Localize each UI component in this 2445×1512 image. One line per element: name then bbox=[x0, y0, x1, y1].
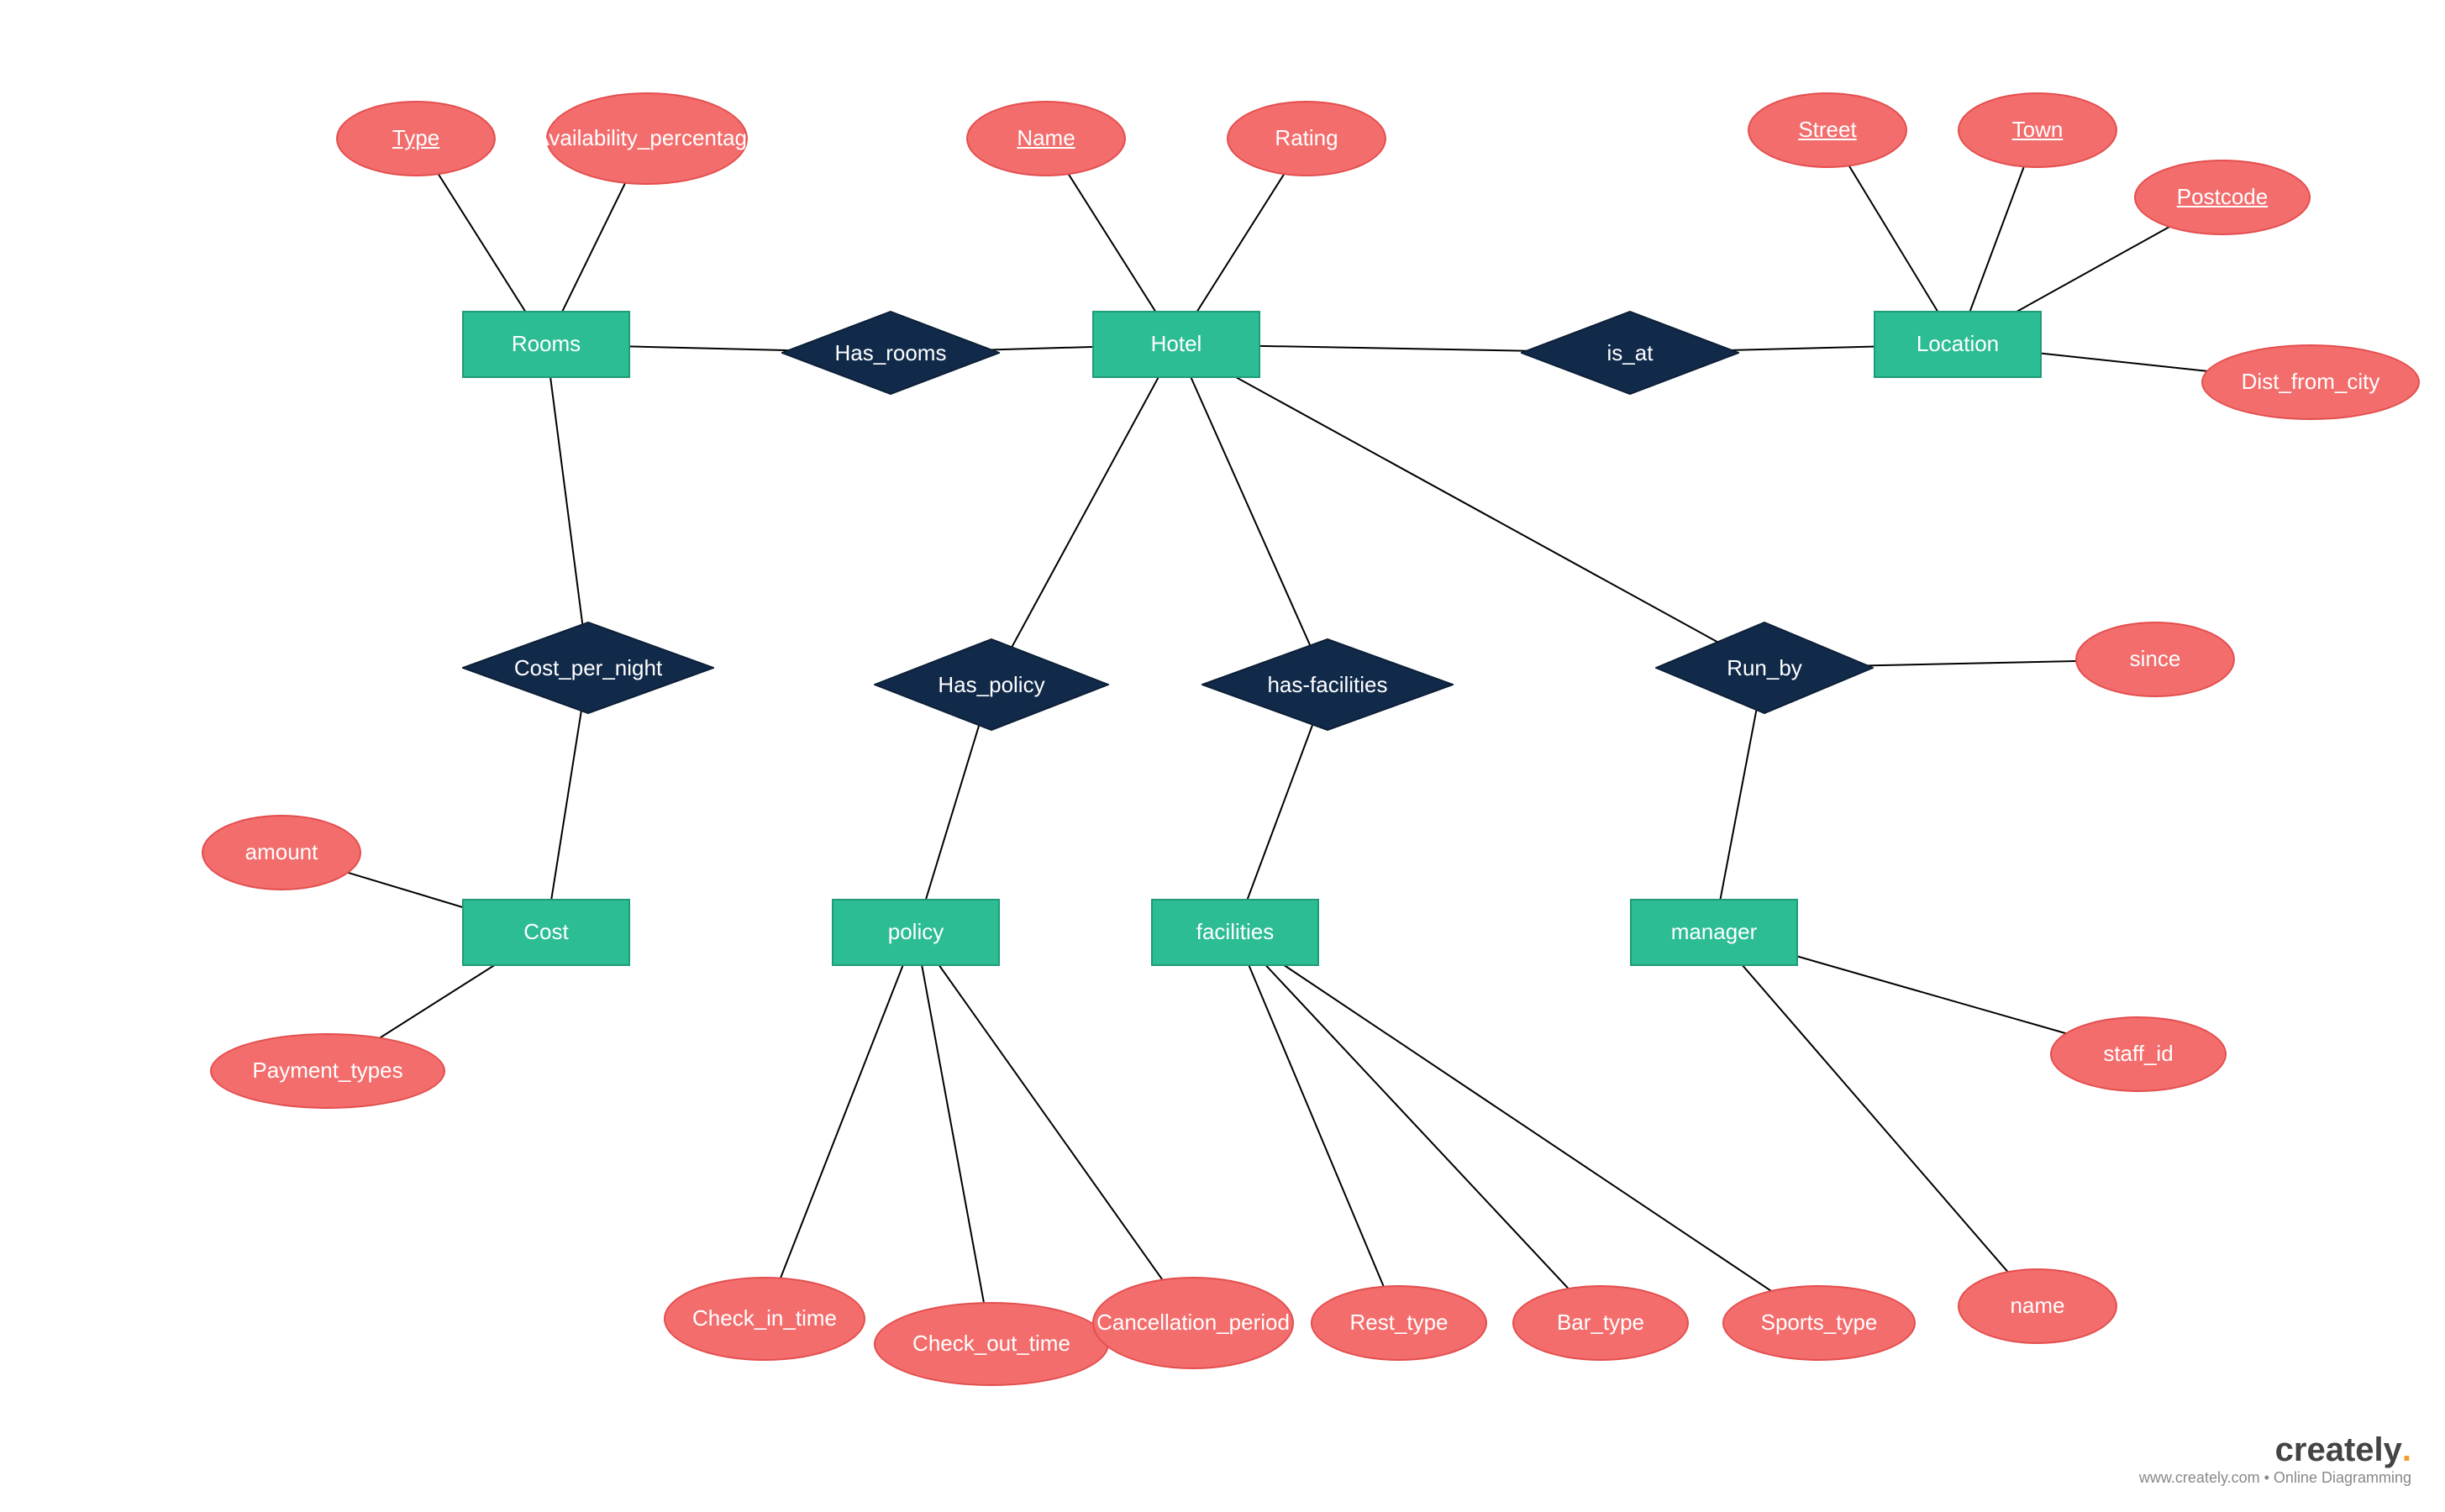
attribute-staff_id: staff_id bbox=[2050, 1016, 2227, 1092]
attribute-checkin: Check_in_time bbox=[664, 1277, 865, 1361]
entity-location: Location bbox=[1874, 311, 2042, 378]
attribute-rest_type: Rest_type bbox=[1311, 1285, 1487, 1361]
entity-label: Hotel bbox=[1151, 332, 1202, 357]
relationship-label: Has_policy bbox=[874, 638, 1109, 731]
entity-label: Location bbox=[1917, 332, 1999, 357]
relationship-is_at: is_at bbox=[1521, 311, 1739, 395]
brand-tagline: www.creately.com • Online Diagramming bbox=[2139, 1469, 2411, 1487]
relationship-label: has-facilities bbox=[1201, 638, 1454, 731]
edge bbox=[1176, 344, 1328, 685]
relationship-run_by: Run_by bbox=[1655, 622, 1874, 714]
attribute-label: Availability_percentage bbox=[535, 126, 760, 151]
edge bbox=[1235, 932, 1601, 1323]
edge bbox=[916, 932, 991, 1344]
attribute-sports_type: Sports_type bbox=[1722, 1285, 1916, 1361]
relationship-has_policy: Has_policy bbox=[874, 638, 1109, 731]
edge bbox=[1714, 932, 2038, 1306]
attribute-street: Street bbox=[1748, 92, 1907, 168]
edge bbox=[916, 932, 1193, 1323]
edge bbox=[991, 344, 1176, 685]
edge bbox=[1235, 932, 1399, 1323]
entity-label: manager bbox=[1671, 920, 1758, 945]
attribute-pay_types: Payment_types bbox=[210, 1033, 445, 1109]
entity-facilities: facilities bbox=[1151, 899, 1319, 966]
attribute-label: amount bbox=[245, 840, 318, 865]
er-diagram-canvas: creately. www.creately.com • Online Diag… bbox=[0, 0, 2445, 1512]
attribute-label: Type bbox=[392, 126, 439, 151]
relationship-label: Has_rooms bbox=[781, 311, 1000, 395]
attribute-avail_pct: Availability_percentage bbox=[546, 92, 748, 185]
attribute-label: Postcode bbox=[2177, 185, 2268, 210]
attribute-label: since bbox=[2130, 647, 2181, 672]
entity-rooms: Rooms bbox=[462, 311, 630, 378]
attribute-label: Town bbox=[2012, 118, 2064, 143]
attribute-label: Dist_from_city bbox=[2242, 370, 2380, 395]
relationship-label: is_at bbox=[1521, 311, 1739, 395]
relationship-cost_per_night: Cost_per_night bbox=[462, 622, 714, 714]
brand-watermark: creately. www.creately.com • Online Diag… bbox=[2139, 1431, 2411, 1487]
relationship-label: Run_by bbox=[1655, 622, 1874, 714]
attribute-label: Rating bbox=[1275, 126, 1338, 151]
attribute-dist_city: Dist_from_city bbox=[2201, 344, 2420, 420]
attribute-label: Street bbox=[1798, 118, 1856, 143]
attribute-mgr_name: name bbox=[1958, 1268, 2117, 1344]
entity-hotel: Hotel bbox=[1092, 311, 1260, 378]
attribute-label: Sports_type bbox=[1761, 1310, 1878, 1336]
attribute-label: Name bbox=[1017, 126, 1075, 151]
attribute-rating: Rating bbox=[1227, 101, 1386, 176]
attribute-checkout: Check_out_time bbox=[874, 1302, 1109, 1386]
attribute-label: staff_id bbox=[2103, 1042, 2173, 1067]
attribute-label: Payment_types bbox=[252, 1058, 402, 1084]
attribute-label: name bbox=[2010, 1294, 2064, 1319]
edge bbox=[546, 344, 588, 668]
entity-label: policy bbox=[888, 920, 944, 945]
edge bbox=[765, 932, 916, 1319]
attribute-bar_type: Bar_type bbox=[1512, 1285, 1689, 1361]
attribute-amount: amount bbox=[202, 815, 361, 890]
attribute-label: Bar_type bbox=[1557, 1310, 1644, 1336]
entity-label: facilities bbox=[1196, 920, 1274, 945]
attribute-cancel: Cancellation_period bbox=[1092, 1277, 1294, 1369]
brand-name: creately bbox=[2275, 1431, 2402, 1468]
relationship-label: Cost_per_night bbox=[462, 622, 714, 714]
relationship-has_facilities: has-facilities bbox=[1201, 638, 1454, 731]
attribute-since: since bbox=[2075, 622, 2235, 697]
attribute-label: Check_in_time bbox=[692, 1306, 837, 1331]
attribute-town: Town bbox=[1958, 92, 2117, 168]
entity-policy: policy bbox=[832, 899, 1000, 966]
attribute-type_attr: Type bbox=[336, 101, 496, 176]
attribute-name_hotel: Name bbox=[966, 101, 1126, 176]
relationship-has_rooms: Has_rooms bbox=[781, 311, 1000, 395]
entity-cost: Cost bbox=[462, 899, 630, 966]
attribute-label: Rest_type bbox=[1349, 1310, 1448, 1336]
attribute-label: Cancellation_period bbox=[1096, 1310, 1290, 1336]
entity-manager: manager bbox=[1630, 899, 1798, 966]
edge bbox=[1235, 932, 1819, 1323]
attribute-postcode: Postcode bbox=[2134, 160, 2311, 235]
attribute-label: Check_out_time bbox=[912, 1331, 1070, 1357]
entity-label: Cost bbox=[523, 920, 568, 945]
entity-label: Rooms bbox=[512, 332, 581, 357]
